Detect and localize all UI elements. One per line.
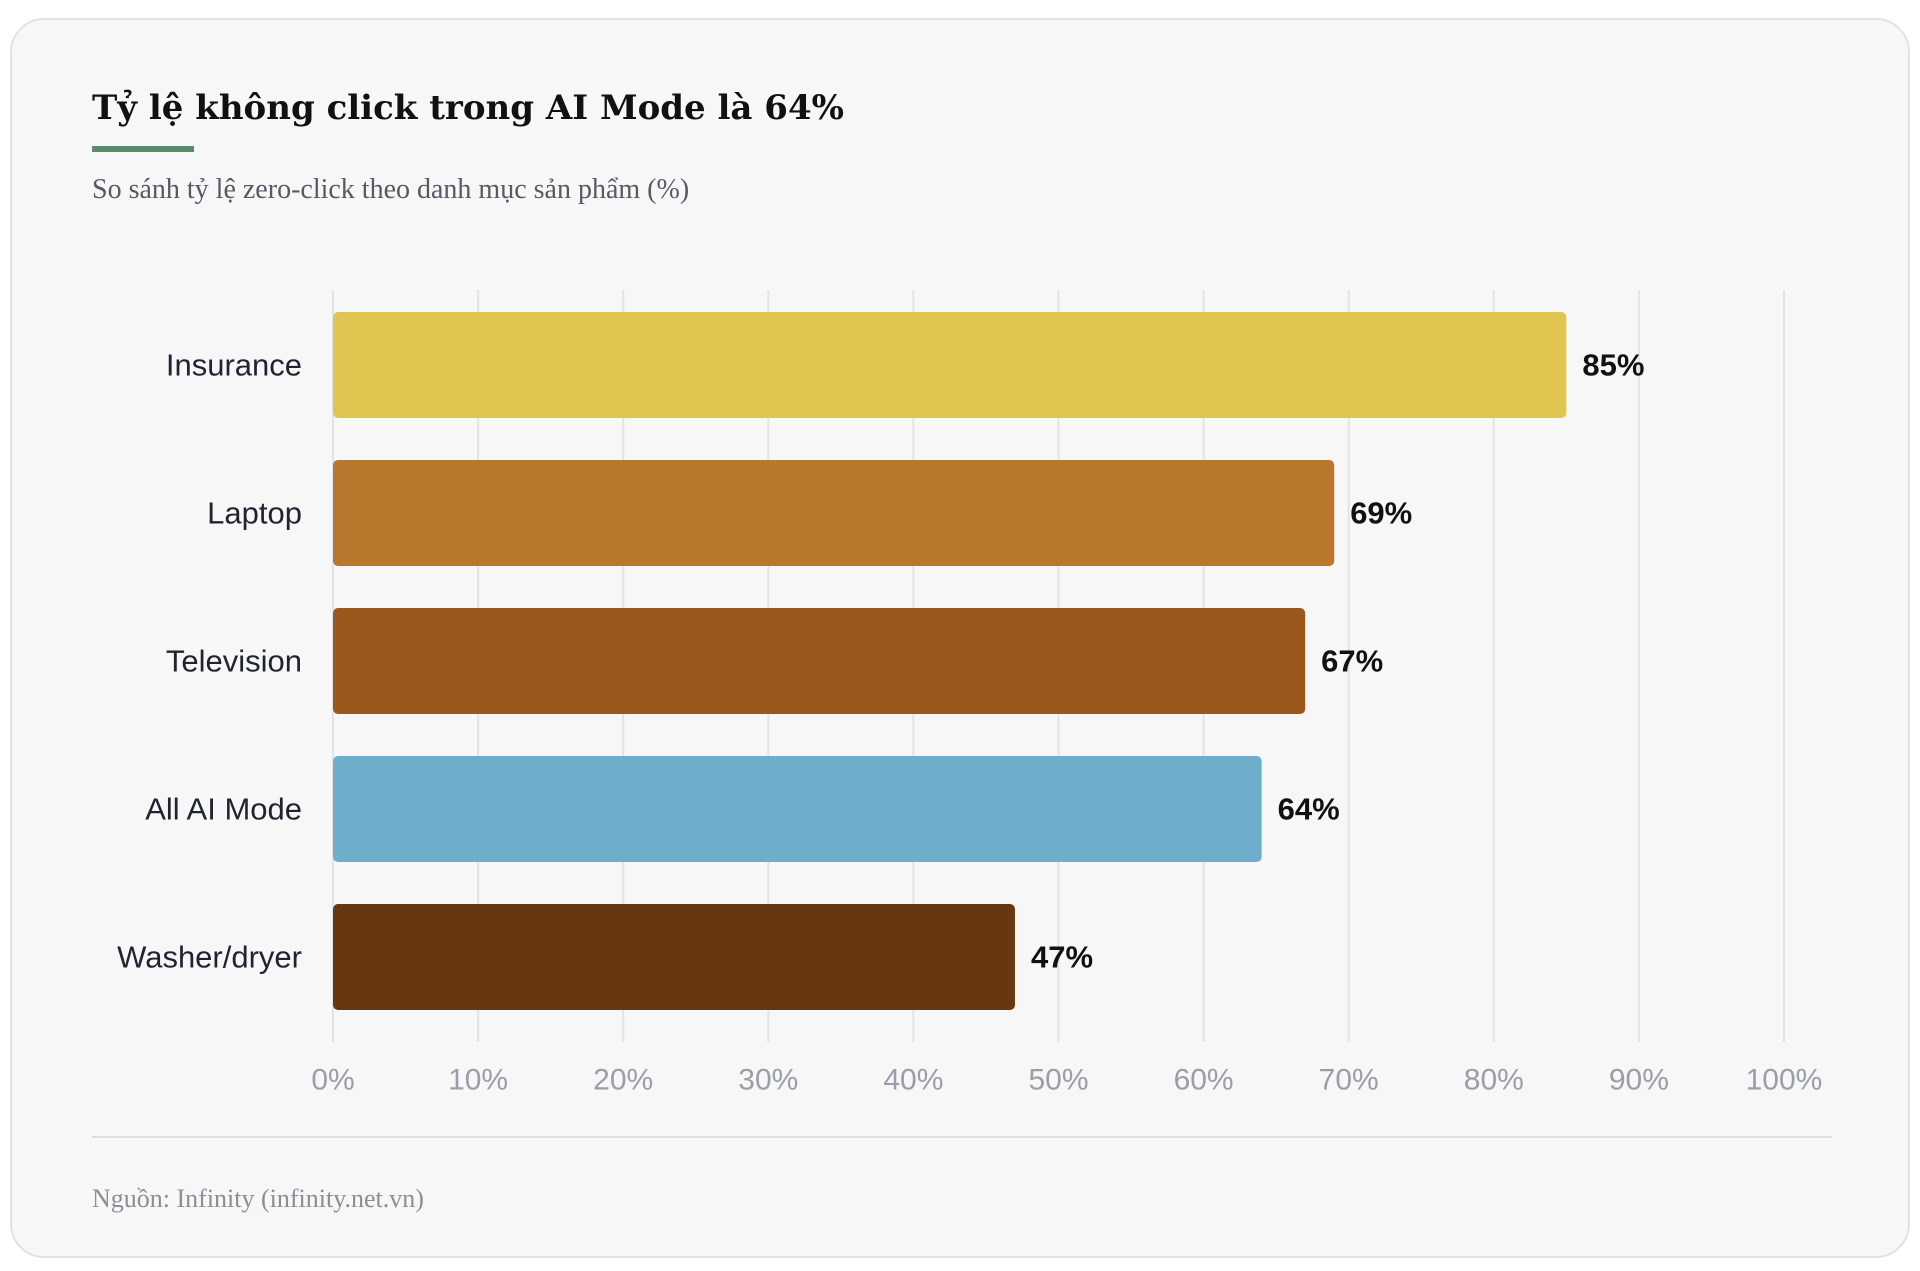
- bar-all-ai-mode: [333, 756, 1262, 862]
- category-label-insurance: Insurance: [166, 348, 302, 383]
- x-tick-label-50: 50%: [1028, 1064, 1088, 1097]
- bars: [333, 312, 1567, 1010]
- bar-television: [333, 608, 1306, 714]
- bar-chart: Insurance Laptop Television All AI Mode Wash…: [117, 290, 1822, 1097]
- value-label-washer-dryer: 47%: [1031, 940, 1093, 975]
- value-label-insurance: 85%: [1582, 348, 1644, 383]
- chart-subtitle: So sánh tỷ lệ zero-click theo danh mục s…: [92, 174, 690, 205]
- chart-card: Tỷ lệ không click trong AI Mode là 64% S…: [10, 18, 1910, 1258]
- x-tick-label-100: 100%: [1746, 1064, 1823, 1097]
- x-tick-label-60: 60%: [1174, 1064, 1234, 1097]
- footer-divider: [92, 1136, 1832, 1138]
- chart-title: Tỷ lệ không click trong AI Mode là 64%: [92, 88, 844, 128]
- category-label-television: Television: [166, 644, 302, 679]
- bar-washer-dryer: [333, 904, 1015, 1010]
- x-tick-label-80: 80%: [1464, 1064, 1524, 1097]
- category-label-washer-dryer: Washer/dryer: [117, 940, 302, 975]
- value-labels: 85% 69% 67% 64% 47%: [1031, 348, 1644, 975]
- value-label-television: 67%: [1321, 644, 1383, 679]
- source-note: Nguồn: Infinity (infinity.net.vn): [92, 1184, 424, 1213]
- x-tick-label-90: 90%: [1609, 1064, 1669, 1097]
- value-label-all-ai-mode: 64%: [1278, 792, 1340, 827]
- value-label-laptop: 69%: [1350, 496, 1412, 531]
- x-tick-label-30: 30%: [738, 1064, 798, 1097]
- x-tick-label-70: 70%: [1319, 1064, 1379, 1097]
- category-labels: Insurance Laptop Television All AI Mode Wash…: [117, 348, 302, 975]
- category-label-laptop: Laptop: [207, 496, 302, 531]
- x-tick-label-20: 20%: [593, 1064, 653, 1097]
- title-accent-bar: [92, 146, 194, 152]
- bar-laptop: [333, 460, 1335, 566]
- x-tick-label-0: 0%: [311, 1064, 354, 1097]
- x-tick-label-40: 40%: [883, 1064, 943, 1097]
- category-label-all-ai-mode: All AI Mode: [145, 792, 302, 827]
- x-axis-ticks: 0% 10% 20% 30% 40% 50% 60% 70% 80% 90% 100%: [311, 1064, 1822, 1097]
- bar-insurance: [333, 312, 1567, 418]
- x-tick-label-10: 10%: [448, 1064, 508, 1097]
